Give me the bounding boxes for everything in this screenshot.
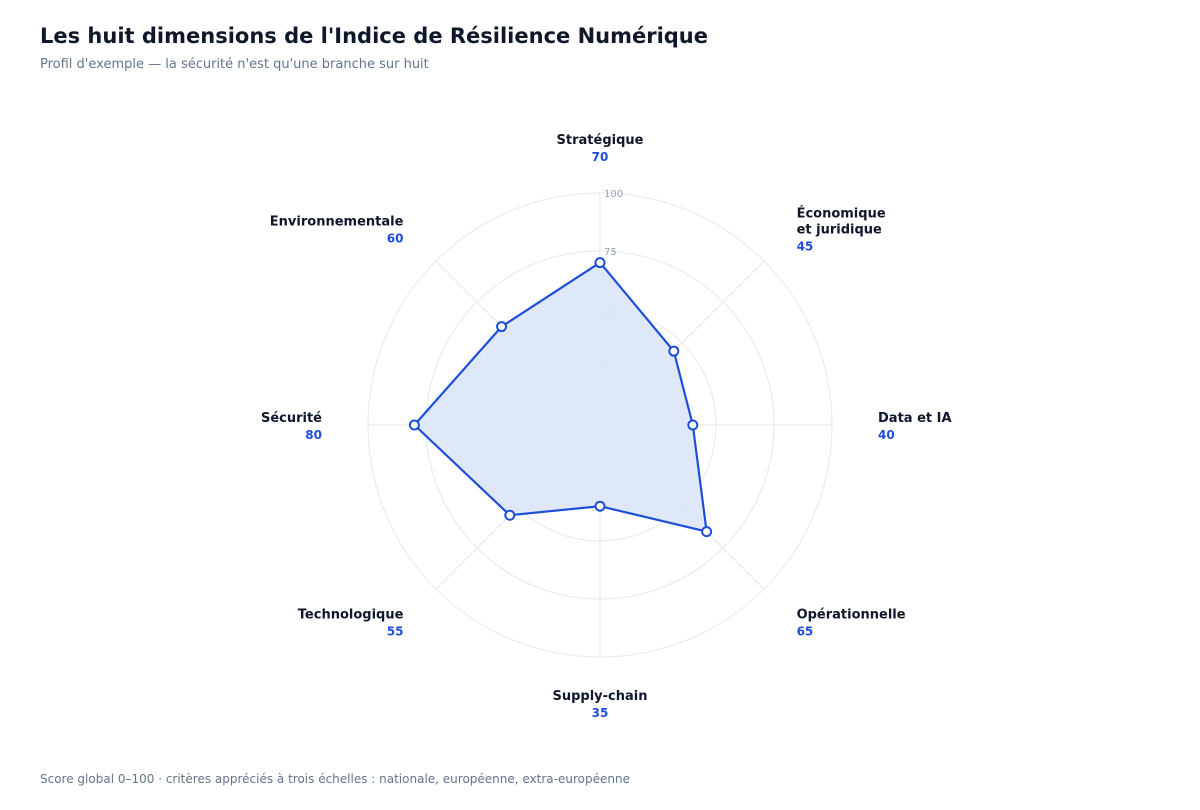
axis-label: Data et IA: [878, 411, 952, 426]
data-point: [668, 345, 680, 357]
axis-label: Opérationnelle: [797, 608, 906, 623]
axis-value-label: 60: [387, 231, 404, 245]
axis-value-label: 35: [592, 706, 609, 720]
axis-label: Technologique: [298, 608, 404, 623]
data-point: [408, 419, 420, 431]
axis-label: Économique: [797, 205, 886, 221]
data-point: [701, 526, 713, 538]
axis-label: Stratégique: [557, 133, 644, 148]
chart-footnote: Score global 0–100 · critères appréciés …: [40, 772, 630, 786]
data-point: [496, 321, 508, 333]
axis-value-label: 80: [305, 428, 322, 442]
axis-value-label: 70: [592, 150, 609, 164]
axis-label: Sécurité: [261, 411, 322, 426]
ring-tick-label: 100: [604, 189, 623, 200]
axis-label: et juridique: [797, 222, 882, 237]
data-point: [594, 500, 606, 512]
axis-value-label: 45: [797, 239, 814, 253]
chart-title: Les huit dimensions de l'Indice de Résil…: [40, 24, 709, 48]
data-point: [504, 509, 516, 521]
axis-label: Supply-chain: [553, 689, 648, 704]
data-point: [687, 419, 699, 431]
axis-value-label: 55: [387, 625, 404, 639]
series-area: [413, 261, 708, 533]
ring-tick-label: 75: [604, 247, 617, 258]
axis-value-label: 65: [797, 625, 814, 639]
data-point: [594, 257, 606, 269]
axis-label: Environnementale: [270, 214, 404, 229]
axis-value-label: 40: [878, 428, 895, 442]
chart-subtitle: Profil d'exemple — la sécurité n'est qu'…: [40, 57, 429, 72]
